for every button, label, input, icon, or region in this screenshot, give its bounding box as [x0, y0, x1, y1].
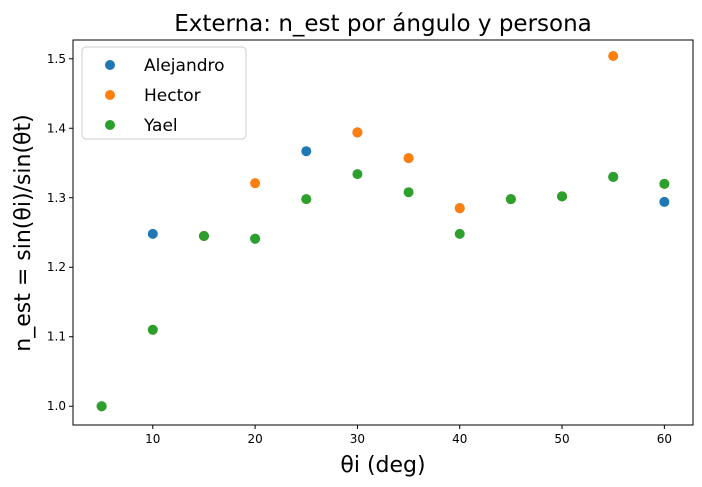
- x-tick-label: 40: [452, 432, 467, 446]
- x-tick-label: 50: [554, 432, 569, 446]
- legend-label: Hector: [144, 86, 201, 106]
- x-tick-label: 30: [350, 432, 365, 446]
- legend-label: Yael: [143, 116, 178, 136]
- x-axis-title: θi (deg): [340, 453, 425, 478]
- data-point: [96, 401, 107, 412]
- data-point: [505, 194, 516, 205]
- data-point: [352, 169, 363, 180]
- data-point: [403, 187, 414, 198]
- chart-title: Externa: n_est por ángulo y persona: [174, 11, 592, 37]
- data-point: [403, 153, 414, 164]
- series-yael: [96, 169, 670, 412]
- y-tick-label: 1.2: [47, 260, 66, 274]
- y-tick-label: 1.0: [47, 399, 66, 413]
- legend-box: [81, 46, 247, 140]
- data-point: [250, 233, 261, 244]
- legend: Alejandro Hector Yael: [81, 46, 247, 140]
- data-point: [198, 230, 209, 241]
- data-point: [454, 203, 465, 214]
- data-point: [147, 228, 158, 239]
- data-point: [659, 178, 670, 189]
- x-tick-label: 10: [145, 432, 160, 446]
- y-tick-label: 1.1: [47, 330, 66, 344]
- legend-marker: [105, 120, 115, 130]
- y-axis: 1.0 1.1 1.2 1.3 1.4 1.5: [47, 52, 73, 413]
- y-tick-label: 1.5: [47, 52, 66, 66]
- data-point: [250, 178, 261, 189]
- x-axis: 10 20 30 40 50 60: [145, 425, 672, 446]
- x-tick-label: 20: [247, 432, 262, 446]
- data-points: [96, 50, 670, 412]
- data-point: [608, 50, 619, 61]
- data-point: [454, 228, 465, 239]
- legend-marker: [105, 90, 115, 100]
- data-point: [301, 146, 312, 157]
- x-tick-label: 60: [657, 432, 672, 446]
- data-point: [301, 194, 312, 205]
- y-axis-title: n_est = sin(θi)/sin(θt): [11, 114, 36, 351]
- data-point: [659, 196, 670, 207]
- y-tick-label: 1.4: [47, 121, 66, 135]
- data-point: [608, 171, 619, 182]
- data-point: [557, 191, 568, 202]
- legend-label: Alejandro: [144, 56, 225, 76]
- y-tick-label: 1.3: [47, 191, 66, 205]
- data-point: [352, 127, 363, 138]
- legend-marker: [105, 60, 115, 70]
- data-point: [147, 324, 158, 335]
